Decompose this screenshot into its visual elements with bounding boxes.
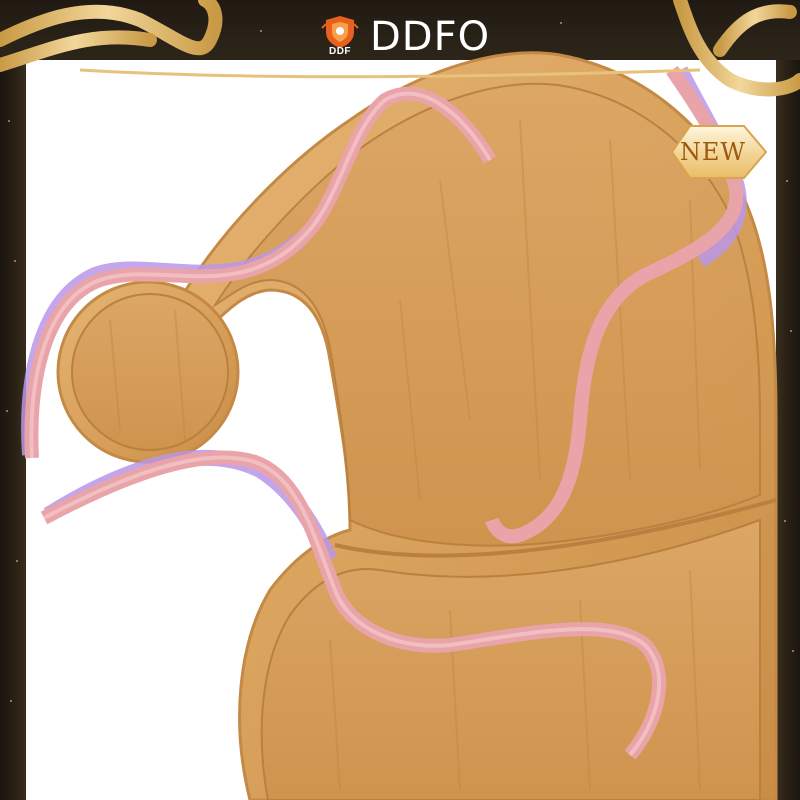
- frame-speck: [8, 120, 10, 122]
- ribbon-highlight: [29, 91, 662, 757]
- frame-speck: [786, 180, 788, 182]
- shield-icon: [321, 16, 359, 48]
- frame-speck: [14, 260, 16, 262]
- frame-speck: [560, 22, 562, 24]
- gold-frame-line: [79, 68, 701, 79]
- tray-top-compartment: [212, 82, 761, 547]
- frame-speck: [790, 330, 792, 332]
- new-badge-label: NEW: [679, 138, 747, 166]
- tray-pompom-bowl: [71, 293, 229, 451]
- new-badge: NEW: [660, 124, 766, 180]
- frame-speck: [784, 520, 786, 522]
- frame-speck: [260, 30, 262, 32]
- frame-right: [776, 60, 800, 800]
- gold-ribbon: [0, 0, 800, 97]
- new-badge-shape: [670, 125, 768, 179]
- brand-name: DDFO: [370, 14, 491, 60]
- frame-speck: [792, 650, 794, 652]
- brand-logo-icon: DDF: [318, 14, 362, 60]
- brand-header: DDF DDFO: [318, 14, 490, 60]
- tray-divider: [334, 498, 777, 558]
- frame-speck: [16, 560, 18, 562]
- tray-bottom-compartment: [260, 518, 761, 800]
- brand-logo-text: DDF: [328, 46, 352, 57]
- frame-speck: [6, 410, 8, 412]
- frame-speck: [10, 700, 12, 702]
